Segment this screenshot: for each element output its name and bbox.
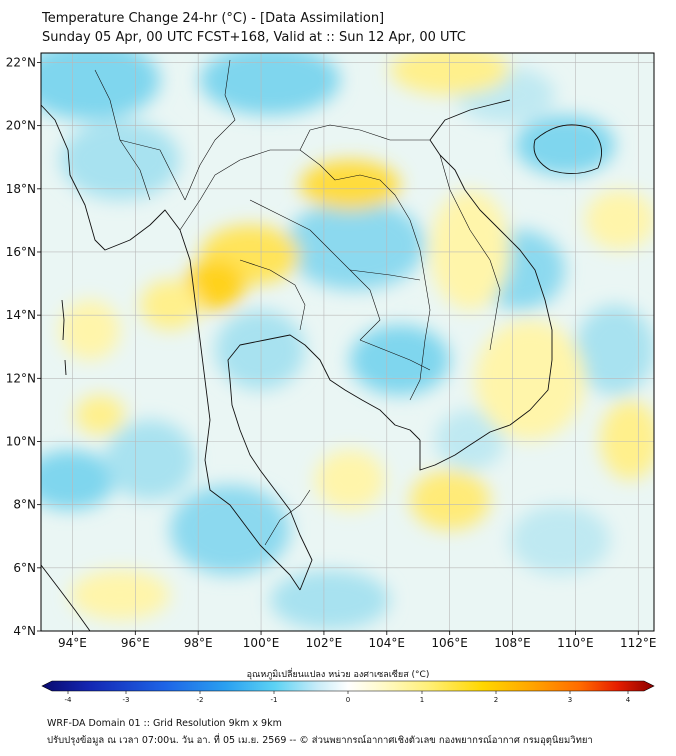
lon-tick-label: 98°E [184, 636, 213, 650]
colorbar-tick-label: 0 [346, 696, 350, 704]
map-frame [40, 52, 655, 632]
colorbar-tick-label: 2 [494, 696, 498, 704]
map-title: Temperature Change 24-hr (°C) - [Data As… [42, 11, 385, 26]
longitude-axis: 94°E 96°E 98°E 100°E 102°E 104°E 106°E 108°E 110… [58, 631, 657, 650]
lon-tick-label: 108°E [494, 636, 531, 650]
hainan-island [533, 124, 603, 174]
colorbar: -4 -3 -2 -1 0 1 2 3 4 [41, 680, 655, 704]
latitude-axis: 22°N 20°N 18°N 16°N 14°N 12°N 10°N 8°N 6°N 4°N [6, 55, 41, 638]
lat-tick-label: 6°N [13, 561, 36, 575]
colorbar-tick-label: -4 [65, 696, 73, 704]
footer-model-info: WRF-DA Domain 01 :: Grid Resolution 9km … [47, 718, 282, 729]
lat-tick-label: 18°N [6, 182, 36, 196]
colorbar-label: อุณหภูมิเปลี่ยนแปลง หน่วย องศาเซลเซียส (… [246, 670, 430, 680]
lon-tick-label: 104°E [369, 636, 406, 650]
colorbar-tick-label: 1 [420, 696, 424, 704]
lon-tick-label: 112°E [620, 636, 657, 650]
lat-tick-label: 22°N [6, 55, 36, 69]
lat-tick-label: 16°N [6, 245, 36, 259]
footer-credit: ปรับปรุงข้อมูล ณ เวลา 07:00น. วัน อา. ที… [47, 735, 593, 746]
graticule [41, 53, 654, 631]
lon-tick-label: 96°E [121, 636, 150, 650]
lon-tick-label: 100°E [243, 636, 280, 650]
country-borders [94, 59, 501, 546]
lat-tick-label: 20°N [6, 119, 36, 133]
colorbar-tick-label: -1 [271, 696, 278, 704]
lon-tick-label: 110°E [557, 636, 594, 650]
colorbar-tick-label: 4 [626, 696, 631, 704]
colorbar-tick-label: -2 [197, 696, 204, 704]
map-subtitle: Sunday 05 Apr, 00 UTC FCST+168, Valid at… [42, 30, 466, 45]
temperature-field [41, 53, 654, 631]
sumatra-coast [41, 564, 91, 631]
peninsula-west-coast [41, 104, 301, 591]
colorbar-strip [41, 680, 655, 692]
lat-tick-label: 10°N [6, 434, 36, 448]
lat-tick-label: 12°N [6, 371, 36, 385]
colorbar-tick-label: 3 [568, 696, 572, 704]
lon-tick-label: 94°E [58, 636, 87, 650]
lat-tick-label: 14°N [6, 308, 36, 322]
lat-tick-label: 8°N [13, 498, 36, 512]
lon-tick-label: 102°E [306, 636, 343, 650]
coastline-outlines [41, 99, 603, 631]
andaman-islands [61, 299, 67, 376]
lat-tick-label: 4°N [13, 624, 36, 638]
indochina-south-coast [419, 99, 553, 471]
peninsula-east-coast [227, 334, 421, 591]
colorbar-tick-label: -3 [123, 696, 130, 704]
lon-tick-label: 106°E [431, 636, 468, 650]
